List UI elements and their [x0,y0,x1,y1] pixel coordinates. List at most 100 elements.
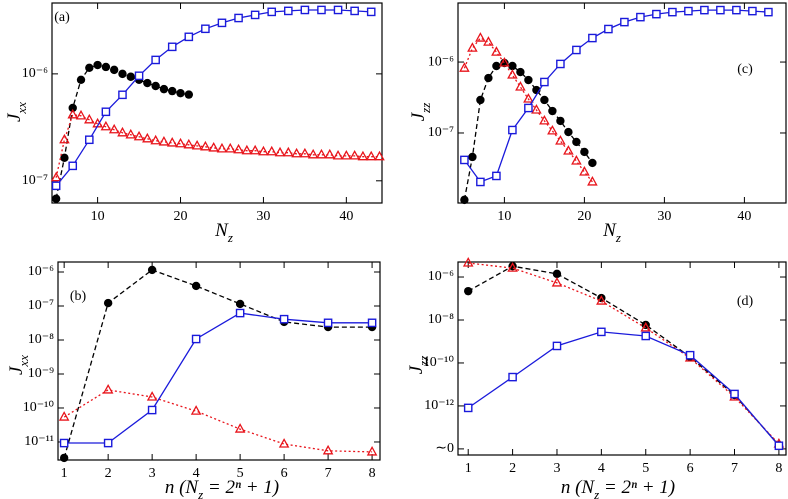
circle-marker [191,281,201,291]
square-marker [201,24,210,34]
triangle-marker [100,120,112,131]
square-marker [730,389,739,399]
circle-marker [464,286,473,296]
triangle-marker [133,130,145,141]
circle-marker [60,153,69,163]
square-marker [764,7,773,17]
triangle-marker [563,145,574,155]
square-marker [540,77,549,87]
square-marker [732,5,741,15]
square-marker [460,155,469,165]
panel-label: (d) [737,294,754,309]
triangle-marker [175,137,186,148]
triangle-marker [291,147,302,158]
square-marker [508,125,517,135]
x-axis-label: n (Nz = 2ⁿ + 1) [165,477,279,499]
square-marker [367,318,377,328]
square-marker [685,350,695,360]
triangle-marker [183,138,195,149]
triangle-marker [283,146,294,157]
triangle-marker [579,166,590,176]
x-axis-label: n (Nz = 2ⁿ + 1) [561,477,675,499]
y-axis-label-part: xx [14,102,29,115]
square-marker [463,403,473,413]
x-tick-label: 1 [61,466,68,481]
square-marker [588,33,597,43]
circle-marker [51,194,61,203]
circle-marker [85,63,94,72]
y-tick-label: 10⁻⁹ [28,366,54,381]
series-line [467,265,780,446]
plot-frame [457,2,787,204]
plot-frame [51,2,383,204]
y-tick-label: ∼0 [435,441,454,456]
circle-marker [556,116,565,126]
x-tick-label: 40 [737,209,751,224]
x-tick-label: 7 [325,466,332,481]
square-marker [234,13,243,23]
triangle-marker [571,155,582,165]
triangle-marker [234,423,246,433]
triangle-marker [200,140,211,151]
square-marker [350,6,359,16]
triangle-marker [366,445,378,456]
circle-marker [516,67,525,77]
y-tick-label: 10⁻⁶ [428,54,454,69]
square-marker [118,90,127,100]
square-marker [317,5,326,15]
triangle-marker [102,383,114,394]
circle-marker [508,61,517,71]
y-axis-label: Jzz [406,356,431,375]
triangle-marker [539,114,550,125]
triangle-marker [551,276,563,287]
triangle-marker [462,257,474,267]
square-marker [641,331,651,341]
triangle-marker [531,104,542,114]
x-tick-label: 3 [553,461,560,476]
y-tick-label: 10⁻¹¹ [24,434,54,449]
x-tick-label: 10 [91,209,105,224]
triangle-marker [365,150,377,161]
circle-marker [460,195,469,205]
square-marker [716,5,725,15]
square-marker [492,171,501,181]
series-line [55,9,372,187]
series-line [55,114,380,178]
square-marker [668,7,677,17]
x-tick-label: 20 [577,209,591,224]
y-tick-label: 10⁻⁷ [428,125,454,140]
y-tick-label: 10⁻⁸ [28,332,54,347]
series-line [63,269,373,459]
series-line [64,312,373,444]
y-tick-label: 10⁻⁸ [428,312,454,327]
triangle-marker [67,108,79,119]
triangle-marker [596,295,607,305]
triangle-marker [547,124,558,135]
triangle-marker [117,126,128,137]
triangle-marker [555,135,566,145]
series-line [463,9,769,183]
x-axis-label-part: n (N [561,477,596,498]
panel-label: (a) [54,10,70,25]
y-tick-label: 10⁻⁷ [22,173,48,188]
triangle-marker [491,46,502,56]
square-marker [217,18,227,28]
square-marker [279,314,289,324]
square-marker [652,9,661,19]
triangle-marker [75,109,87,120]
series-line [468,262,780,445]
x-tick-label: 5 [237,466,244,481]
triangle-marker [507,262,518,272]
x-tick-label: 30 [657,209,671,224]
x-axis-label-part: = 2ⁿ + 1) [203,477,279,498]
plot-frame [457,261,787,456]
circle-marker [184,90,194,99]
square-marker [636,12,645,22]
y-tick-label: 10⁻¹² [424,398,454,413]
y-axis-label-part: J [408,111,429,121]
circle-marker [492,61,501,71]
circle-marker [126,72,135,81]
circle-marker [235,299,245,309]
x-axis-label-part: z [197,487,203,499]
